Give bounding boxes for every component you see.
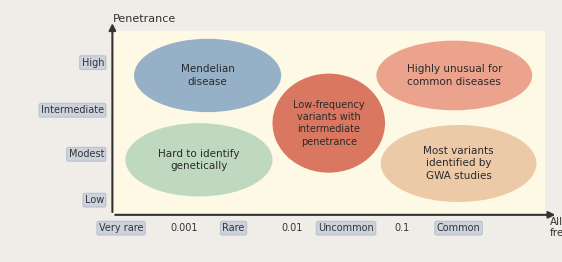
Text: Mendelian
disease: Mendelian disease [180,64,234,87]
Text: Most variants
identified by
GWA studies: Most variants identified by GWA studies [423,146,494,181]
Text: Hard to identify
genetically: Hard to identify genetically [158,149,240,171]
Text: 0.1: 0.1 [395,223,410,233]
Text: 0.01: 0.01 [282,223,303,233]
Text: Intermediate: Intermediate [41,105,104,115]
Text: High: High [81,58,104,68]
Text: Common: Common [437,223,481,233]
Text: Penetrance: Penetrance [112,14,176,24]
Ellipse shape [273,74,385,173]
Text: Low: Low [85,195,104,205]
Text: Allele
frequency: Allele frequency [550,217,562,238]
Text: 0.001: 0.001 [170,223,198,233]
Ellipse shape [125,123,273,196]
Text: Uncommon: Uncommon [318,223,374,233]
Ellipse shape [380,125,537,202]
Ellipse shape [134,39,281,112]
Text: Low-frequency
variants with
intermediate
penetrance: Low-frequency variants with intermediate… [293,100,365,147]
Text: Modest: Modest [69,149,104,159]
Text: Highly unusual for
common diseases: Highly unusual for common diseases [406,64,502,87]
Text: Rare: Rare [223,223,245,233]
Text: Very rare: Very rare [99,223,143,233]
Ellipse shape [377,41,532,110]
